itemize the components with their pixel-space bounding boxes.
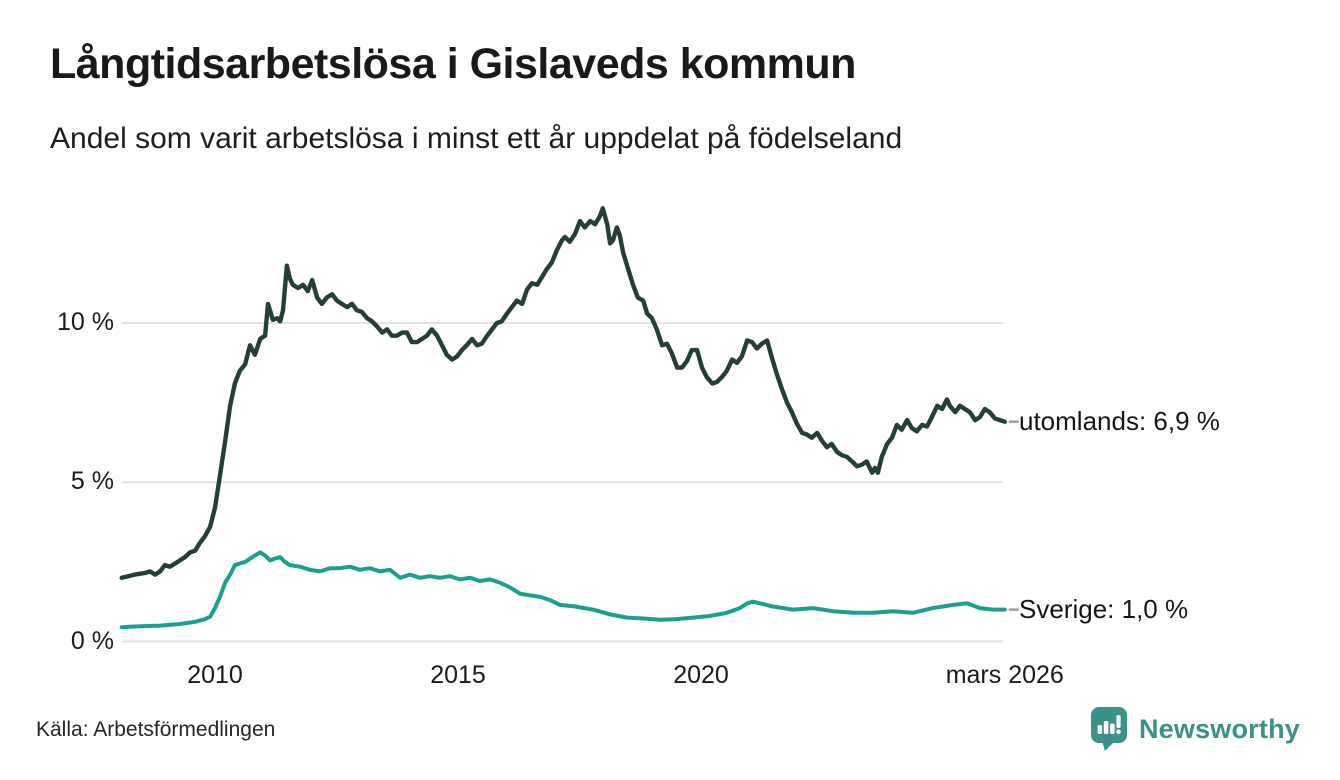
x-axis-tick-2020: 2020 [673,661,729,689]
series-end-label-sverige: Sverige: 1,0 % [1019,593,1189,624]
x-axis-tick-mars-2026: mars 2026 [945,661,1064,689]
x-axis-tick-2015: 2015 [430,661,486,689]
newsworthy-bubble-chart-icon [1090,707,1127,751]
y-axis-tick-10: 10 % [57,308,114,336]
series-end-label-utomlands: utomlands: 6,9 % [1019,405,1220,436]
y-axis-tick-5: 5 % [70,467,114,496]
newsworthy-wordmark: Newsworthy [1138,713,1300,744]
y-axis-tick-0: 0 % [70,626,114,655]
newsworthy-logo: Newsworthy [1090,706,1300,752]
page-subtitle: Andel som varit arbetslösa i minst ett å… [50,122,903,155]
x-axis-tick-2010: 2010 [187,661,243,689]
series-line-Sverige [119,550,1007,630]
source-note: Källa: Arbetsförmedlingen [36,718,276,741]
page-title: Långtidsarbetslösa i Gislaveds kommun [50,40,856,88]
series-line-utomlands [119,206,1007,580]
